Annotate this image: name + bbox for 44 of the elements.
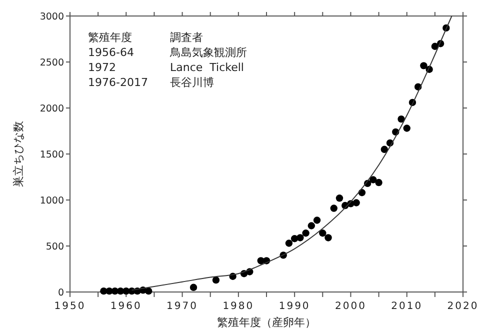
point: [375, 178, 382, 186]
x-tick-label: 1950: [54, 301, 86, 312]
x-tick-label: 1960: [110, 301, 142, 312]
point: [302, 230, 310, 237]
point: [313, 216, 321, 224]
x-tick-label: 2020: [447, 301, 479, 312]
point: [336, 194, 344, 202]
point: [190, 284, 198, 291]
point: [380, 146, 388, 153]
x-tick-label: 1980: [222, 301, 254, 312]
y-tick-label: 3000: [40, 12, 64, 22]
annotation: Lance Tickell: [170, 61, 244, 74]
point: [330, 204, 338, 212]
point: [319, 230, 326, 237]
y-tick-label: 1500: [40, 150, 64, 160]
point: [145, 287, 152, 295]
point: [296, 234, 304, 242]
annotation: 長谷川博: [170, 76, 214, 89]
point: [420, 62, 428, 70]
point: [212, 276, 220, 284]
annotation: 鳥島気象観測所: [169, 46, 247, 59]
annotation: 調査者: [170, 31, 203, 44]
point: [398, 115, 405, 123]
y-tick-label: 0: [58, 288, 64, 298]
point: [308, 222, 316, 230]
annotation: 繁殖年度: [88, 31, 132, 44]
y-axis-title: 巣立ちひな数: [12, 121, 25, 187]
y-tick-label: 1000: [40, 196, 64, 206]
point: [324, 234, 332, 242]
x-tick-label: 1990: [278, 301, 310, 312]
annotation: 1976-2017: [88, 76, 148, 89]
y-tick-label: 2000: [40, 104, 64, 114]
x-axis-title: 繁殖年度（産卵年）: [217, 316, 316, 329]
annotation: 1956-64: [88, 46, 134, 59]
y-tick-label: 500: [46, 242, 64, 252]
point: [370, 176, 377, 184]
x-tick-label: 2000: [334, 301, 366, 312]
annotation: 1972: [88, 61, 116, 74]
point: [352, 199, 360, 206]
point: [403, 124, 410, 132]
point: [285, 240, 293, 247]
x-tick-label: 1970: [166, 301, 198, 312]
x-tick-label: 2010: [391, 301, 423, 312]
y-tick-label: 2500: [40, 58, 64, 68]
